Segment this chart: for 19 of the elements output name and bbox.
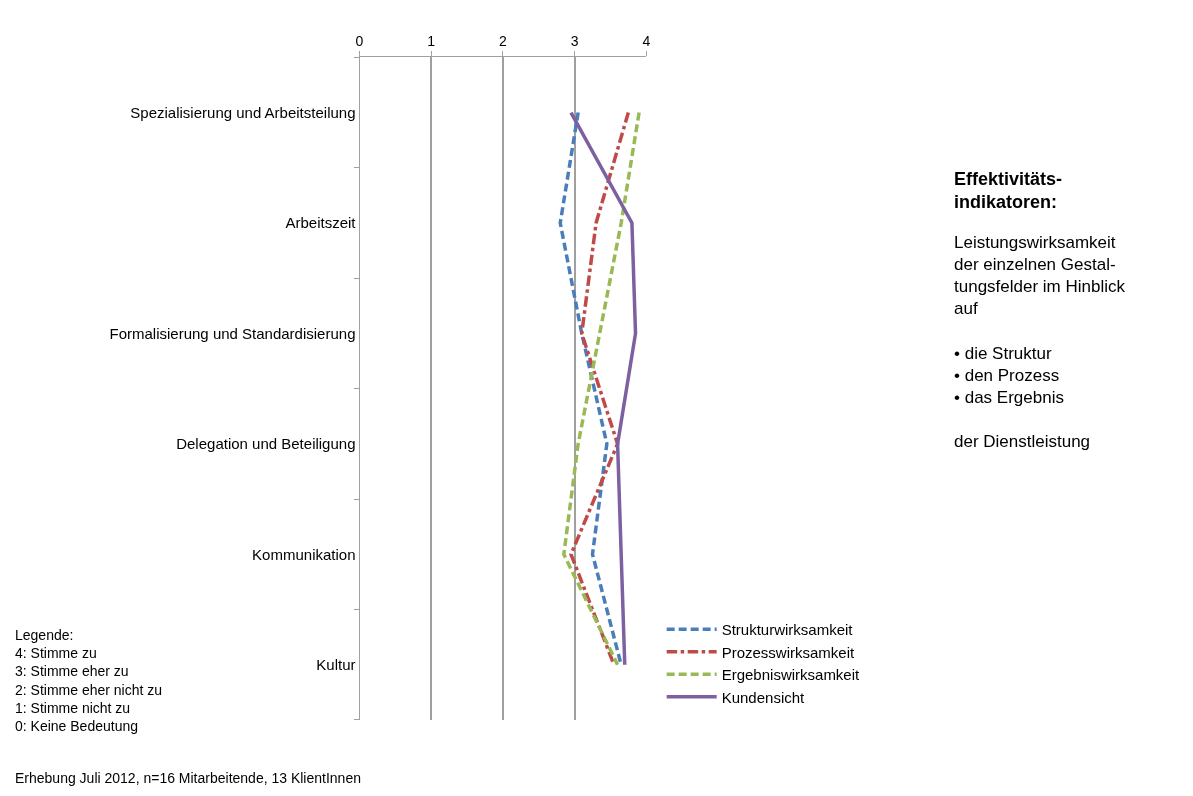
x-tick-label: 0 — [355, 32, 364, 49]
x-tick-label: 3 — [570, 32, 579, 49]
y-tick-label: Kultur — [316, 656, 356, 674]
y-tick-label: Arbeitszeit — [285, 214, 357, 232]
legend-label: Ergebniswirksamkeit — [721, 666, 861, 684]
text: Legende: 4: Stimme zu 3: Stimme eher zu 2: Stimme eher nicht zu 1: Stimme nicht zu 0: Keine Bedeutung — [15, 627, 163, 734]
x-tick-label: 2 — [498, 32, 507, 49]
y-tick-label: Formalisierung und Standardisierung — [109, 324, 356, 342]
x-tick-label: 1 — [427, 32, 436, 49]
legend-label: Prozesswirksamkeit — [721, 643, 856, 661]
legend-label: Strukturwirksamkeit — [721, 621, 854, 639]
text: Effektivitäts- indikatoren: — [954, 169, 1063, 213]
y-tick-label: Spezialisierung und Arbeitsteilung — [130, 103, 356, 121]
legend-label: Kundensicht — [721, 688, 806, 706]
text: Leistungswirksamkeit der einzelnen Gestal- tungsfelder im Hinblick auf • die Struktur • den Prozess • das Ergebnis der Dienstleistung — [954, 233, 1126, 451]
y-tick-label: Delegation und Beteiligung — [176, 435, 356, 453]
x-tick-label: 4 — [642, 32, 651, 49]
text: Erhebung Juli 2012, n=16 Mitarbeitende, 13 KlientInnen — [15, 770, 361, 786]
y-tick-label: Kommunikation — [252, 545, 356, 563]
